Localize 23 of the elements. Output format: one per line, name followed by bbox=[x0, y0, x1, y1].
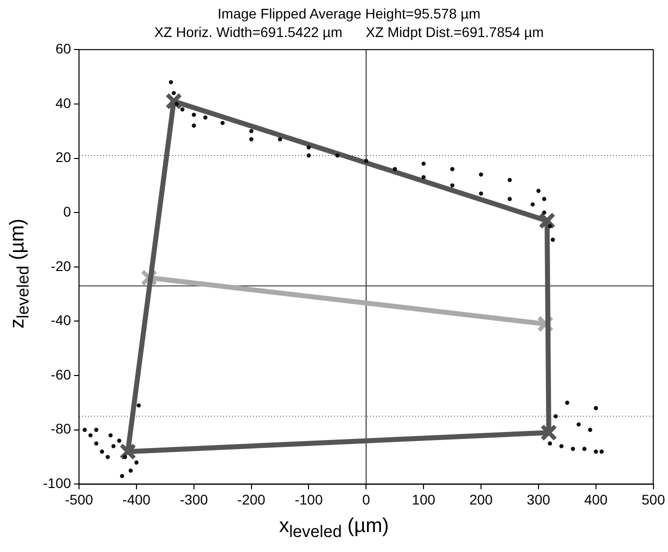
x-axis-title: x$_{leveled}$ (µm) bbox=[278, 515, 390, 542]
x-tick-label: 300 bbox=[526, 491, 550, 508]
y-tick-label: -20 bbox=[50, 258, 72, 274]
x-tick-label: 0 bbox=[362, 491, 370, 508]
y-tick-label: -60 bbox=[50, 366, 72, 382]
y-tick-label: -100 bbox=[42, 475, 72, 492]
y-tick-label: 60 bbox=[55, 40, 72, 56]
y-tick-label: 40 bbox=[55, 94, 72, 111]
x-tick-label: -200 bbox=[237, 491, 266, 508]
x-tick-label: 500 bbox=[642, 491, 666, 508]
x-tick-label: -400 bbox=[122, 491, 151, 508]
y-tick-label: -80 bbox=[50, 420, 72, 437]
x-tick-label: -100 bbox=[294, 491, 323, 508]
y-tick-label: 0 bbox=[63, 203, 72, 220]
x-tick-label: 400 bbox=[584, 491, 608, 508]
x-tick-label: 200 bbox=[469, 491, 493, 508]
x-tick-label: 100 bbox=[412, 491, 436, 508]
chart-title: Image Flipped Average Height=95.578 µm bbox=[218, 5, 480, 22]
y-tick-label: 20 bbox=[55, 149, 72, 166]
chart-subtitle: XZ Horiz. Width=691.5422 µm XZ Midpt Dist.=691.7854 µm bbox=[154, 24, 544, 40]
x-tick-label: -300 bbox=[180, 491, 208, 508]
x-tick-label: -500 bbox=[65, 491, 94, 508]
y-tick-label: -40 bbox=[50, 312, 72, 328]
